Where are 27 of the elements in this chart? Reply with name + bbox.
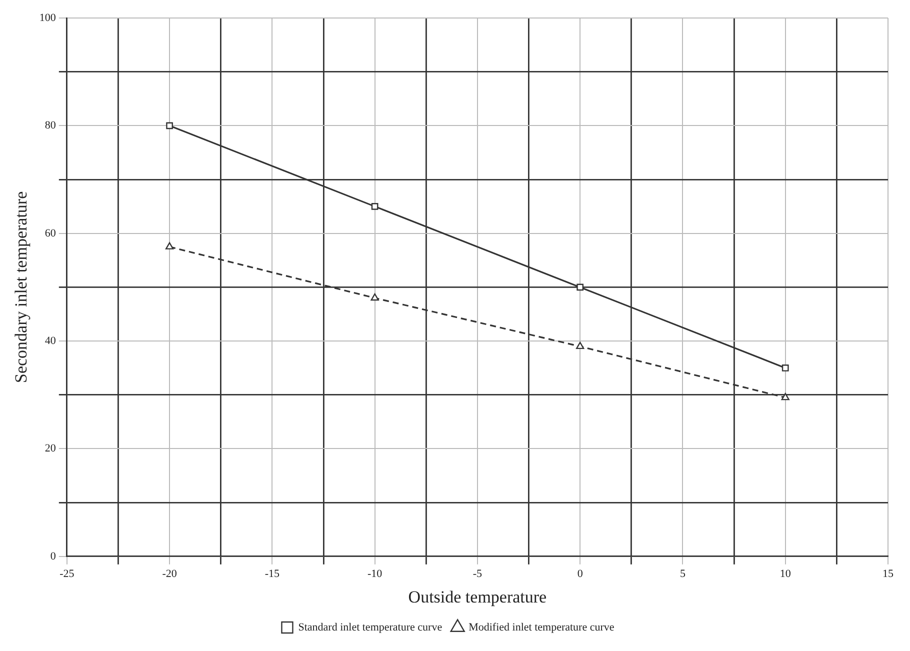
legend-label: Standard inlet temperature curve xyxy=(298,621,442,634)
y-tick-label: 100 xyxy=(39,12,56,24)
x-tick-label: 0 xyxy=(577,568,584,580)
point xyxy=(781,392,790,400)
y-tick-label: 0 xyxy=(50,550,56,562)
x-tick-label: -20 xyxy=(162,568,178,580)
y-tick-label: 20 xyxy=(44,442,56,455)
point xyxy=(576,284,584,291)
x-tick-label: 5 xyxy=(680,568,686,580)
x-tick-label: -25 xyxy=(60,568,75,580)
legend-label: Modified inlet temperature curve xyxy=(468,621,614,634)
x-tick-label: 10 xyxy=(780,568,792,580)
y-tick-label: 40 xyxy=(44,334,56,347)
y-tick-label: 80 xyxy=(44,120,56,132)
x-tick-label: -5 xyxy=(472,568,483,580)
point xyxy=(371,203,378,210)
x-tick-label: 15 xyxy=(882,568,894,580)
x-axis-title: Outside temperature xyxy=(408,587,547,606)
point xyxy=(576,342,584,350)
point xyxy=(166,122,173,130)
y-axis-title: Secondary inlet temperature xyxy=(12,191,31,384)
point xyxy=(370,293,379,301)
point xyxy=(165,242,174,250)
x-tick-label: -15 xyxy=(264,568,280,580)
x-tick-label: -10 xyxy=(367,568,383,580)
y-tick-label: 60 xyxy=(44,227,56,240)
point xyxy=(782,364,789,372)
